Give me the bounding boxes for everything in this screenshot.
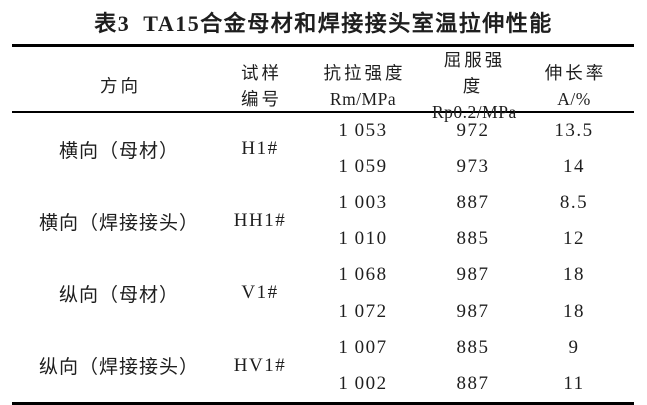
header-sample-line1: 试样 [241,63,282,83]
a-cell: 8.5 [559,192,589,214]
data-table: 方向 试样 编号 抗拉强度 Rm/MPa 屈服强度 Rp0.2/MPa 伸长率 … [12,44,634,405]
a-cell: 11 [563,372,585,394]
rm-cell: 1 010 [338,228,388,250]
rp-cell: 885 [456,228,490,250]
sample-cell: H1# [241,138,279,160]
header-yield-line1: 屈服强度 [443,50,506,96]
rp-cell: 972 [456,120,490,142]
header-elongation-line1: 伸长率 [544,63,607,83]
rm-cell: 1 053 [338,120,388,142]
table-caption: 表3 TA15合金母材和焊接接头室温拉伸性能 [0,0,647,44]
header-sample-line2: 编号 [241,89,282,109]
rm-cell: 1 002 [338,372,388,394]
rm-cell: 1 007 [338,336,388,358]
header-elongation-line2: A/% [557,89,591,109]
table-body: 横向（母材） H1# 1 053 972 13.5 1 059 973 14 横… [12,113,634,402]
sample-cell: V1# [241,282,279,304]
header-elongation: 伸长率 A/% [514,60,634,112]
a-cell: 9 [568,336,580,358]
a-cell: 18 [563,264,585,286]
rp-cell: 887 [456,192,490,214]
header-tensile-line2: Rm/MPa [329,89,397,109]
header-yield-strength: 屈服强度 Rp0.2/MPa [432,47,517,125]
table-caption-text: TA15合金母材和焊接接头室温拉伸性能 [143,11,553,36]
rm-cell: 1 059 [338,156,388,178]
rp-cell: 885 [456,336,490,358]
rp-cell: 987 [456,264,490,286]
table-caption-label: 表3 [94,11,131,36]
direction-cell: 横向（母材） [58,140,179,162]
header-sample-number: 试样 编号 [226,60,294,112]
direction-cell: 纵向（焊接接头） [38,357,199,379]
rm-cell: 1 072 [338,300,388,322]
direction-cell: 纵向（母材） [58,284,179,306]
sample-cell: HV1# [233,354,287,376]
table-header-row: 方向 试样 编号 抗拉强度 Rm/MPa 屈服强度 Rp0.2/MPa 伸长率 … [12,47,634,122]
header-direction: 方向 [12,73,226,99]
rm-cell: 1 003 [338,192,388,214]
direction-cell: 横向（焊接接头） [38,212,199,234]
header-direction-label: 方向 [100,76,141,96]
rp-cell: 987 [456,300,490,322]
rm-cell: 1 068 [338,264,388,286]
rp-cell: 973 [456,156,490,178]
a-cell: 14 [563,156,585,178]
header-yield-line2: Rp0.2/MPa [432,102,517,122]
header-tensile-line1: 抗拉强度 [323,63,406,83]
a-cell: 18 [563,300,585,322]
sample-cell: HH1# [233,210,287,232]
header-tensile-strength: 抗拉强度 Rm/MPa [294,60,432,112]
a-cell: 13.5 [554,120,594,142]
a-cell: 12 [563,228,585,250]
rp-cell: 887 [456,372,490,394]
